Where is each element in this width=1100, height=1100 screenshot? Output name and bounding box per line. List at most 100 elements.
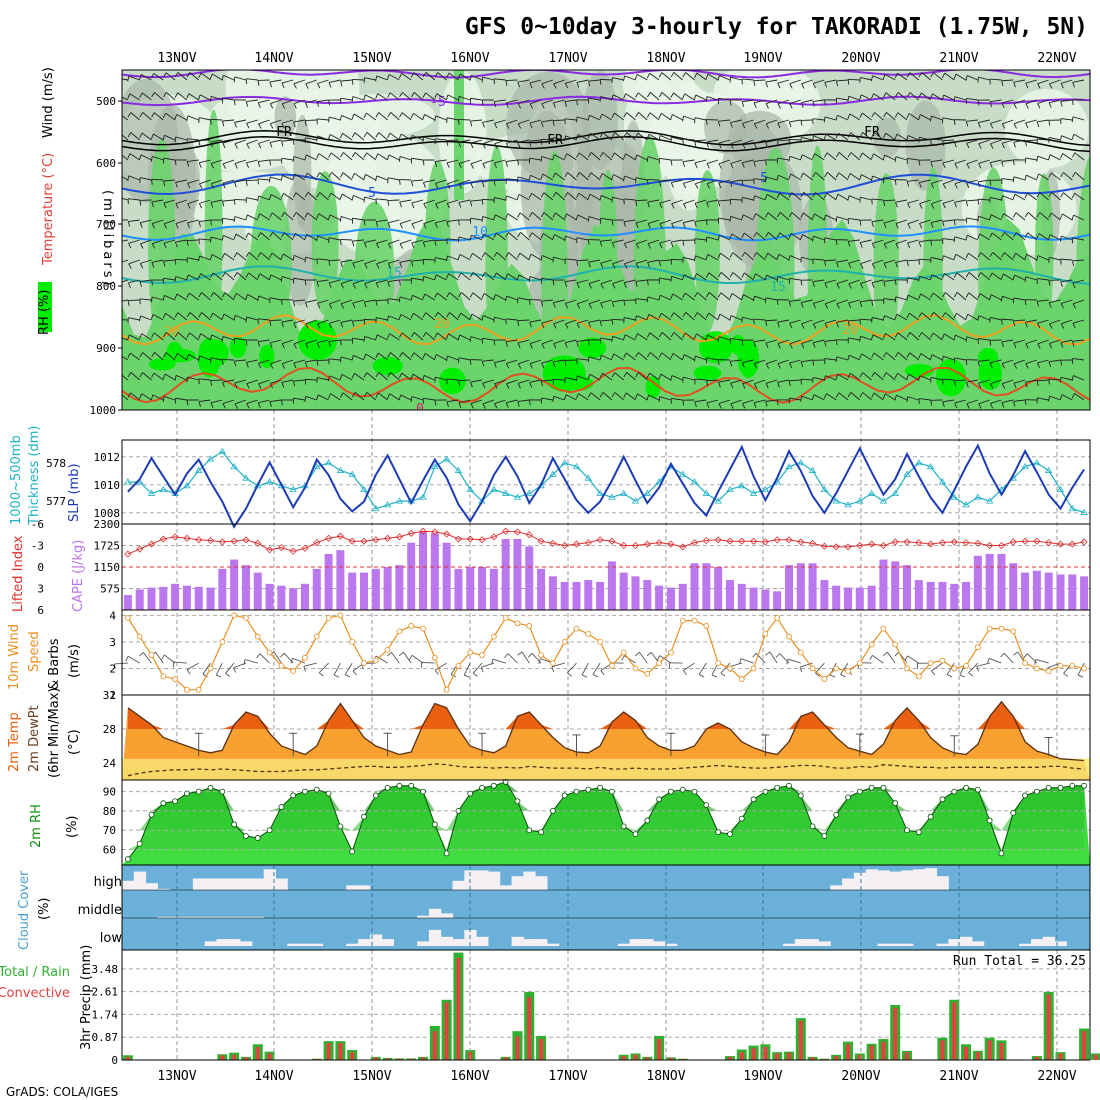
- wind-barb: [304, 212, 318, 221]
- wind-barb-staff: [695, 355, 707, 361]
- wind-barb-flag: [765, 123, 770, 129]
- wind-barb-staff: [223, 313, 235, 321]
- wind-barb-staff: [248, 272, 259, 281]
- wind-barb-staff: [731, 293, 743, 301]
- wind-barb-staff: [152, 394, 164, 401]
- wind-barb-staff: [577, 133, 589, 141]
- wind-barb: [351, 372, 365, 381]
- wind-barb: [470, 379, 483, 388]
- wind-barb-staff: [354, 392, 365, 401]
- wind-barb-staff: [402, 352, 412, 361]
- wind-barb-flag: [281, 399, 283, 406]
- wind-barb: [150, 73, 164, 81]
- wind-barb: [859, 219, 872, 226]
- wind-barb: [363, 239, 376, 248]
- wind-barb: [552, 212, 565, 221]
- wind-barb-flag: [493, 180, 496, 186]
- wind-barb-staff: [812, 258, 825, 261]
- wind-barb: [753, 232, 766, 241]
- wind-barb-staff: [884, 154, 896, 161]
- wind-barb: [623, 239, 636, 249]
- wind-barb-flag: [162, 373, 166, 380]
- wind-barb: [1072, 299, 1085, 309]
- wind-barb-flag: [658, 352, 663, 358]
- wind-barb-staff: [694, 219, 707, 222]
- wind-barb-flag: [882, 154, 886, 161]
- wind-barb-staff: [437, 312, 447, 321]
- wind-barb-staff: [895, 179, 908, 181]
- wind-barb-flag: [977, 122, 981, 128]
- wind-barb-staff: [494, 197, 506, 201]
- wind-barb-staff: [706, 159, 719, 165]
- wind-barb-staff: [954, 159, 967, 165]
- li-marker: [230, 537, 238, 545]
- wind-barb: [717, 234, 731, 241]
- wind-barb-staff: [364, 239, 376, 243]
- wind-barb-flag: [623, 221, 626, 227]
- wind-barb-staff: [508, 232, 518, 241]
- wind-barb: [942, 139, 955, 147]
- wind-barb-staff: [589, 373, 601, 381]
- rh-moist-column: [311, 171, 339, 316]
- wind-barb-flag: [1013, 342, 1017, 349]
- wind-barb: [1025, 339, 1038, 349]
- wind-barb-staff: [1073, 133, 1085, 141]
- dewpoint-line: [127, 763, 1085, 777]
- wind-barb: [599, 195, 613, 201]
- wind-barb: [304, 256, 317, 263]
- wind-barb: [929, 354, 943, 361]
- wind-barb: [942, 312, 955, 321]
- wind-barb-staff: [270, 359, 282, 365]
- wind-barb-flag: [540, 233, 544, 239]
- wind-barb-staff: [718, 119, 731, 122]
- wind-barb-flag: [198, 221, 201, 227]
- wind-barb-staff: [886, 112, 896, 121]
- wind-barb-flag: [422, 92, 427, 98]
- wind-barb-staff: [448, 72, 459, 81]
- wind-barb-flag: [646, 314, 650, 320]
- wind-barb: [777, 157, 790, 164]
- wind-barb-staff: [966, 379, 978, 383]
- wind-barb-staff: [612, 196, 624, 201]
- wind-barb: [788, 255, 801, 261]
- wind-barb-flag: [752, 296, 755, 302]
- wind-barb-flag: [824, 172, 828, 178]
- wind-barb-flag: [245, 214, 248, 221]
- wind-barb-staff: [187, 159, 199, 162]
- wind-barb-flag: [658, 396, 661, 403]
- wind-barb-staff: [387, 219, 400, 224]
- wind-barb-flag: [529, 363, 533, 369]
- wind-barb-staff: [224, 272, 235, 281]
- wind-barb-staff: [706, 179, 719, 185]
- wind-barb-flag: [812, 101, 815, 107]
- wind-barb-staff: [434, 138, 447, 141]
- wind-barb: [1049, 79, 1061, 89]
- wind-barb-staff: [212, 73, 223, 81]
- wind-barb: [576, 172, 589, 181]
- wind-barb-flag: [411, 242, 415, 249]
- wind-barb: [741, 339, 754, 346]
- wind-barb-staff: [222, 119, 235, 122]
- surface-wind-barb: [656, 655, 672, 664]
- wind-barb-staff: [907, 259, 919, 262]
- wind-barb-flag: [599, 132, 604, 138]
- wind-barb: [801, 339, 813, 349]
- wind-barb-flag: [929, 274, 933, 280]
- wind-barb: [953, 73, 967, 81]
- wind-barb-flag: [174, 136, 177, 143]
- wind-barb-flag: [1071, 99, 1074, 106]
- wind-barb: [765, 319, 778, 327]
- wind-barb-staff: [177, 312, 188, 321]
- wind-barb-staff: [140, 74, 152, 81]
- wind-barb: [824, 79, 837, 88]
- wind-barb-staff: [885, 132, 896, 141]
- wind-barb: [693, 94, 707, 101]
- wind-barb-staff: [720, 252, 731, 261]
- wind-barb: [599, 354, 613, 361]
- wind-barb-flag: [717, 313, 721, 320]
- wind-barb: [729, 119, 742, 128]
- wind-barb-staff: [129, 153, 140, 161]
- wind-barb: [1071, 393, 1085, 401]
- wind-barb-flag: [894, 112, 899, 118]
- wind-barb-staff: [1062, 213, 1073, 221]
